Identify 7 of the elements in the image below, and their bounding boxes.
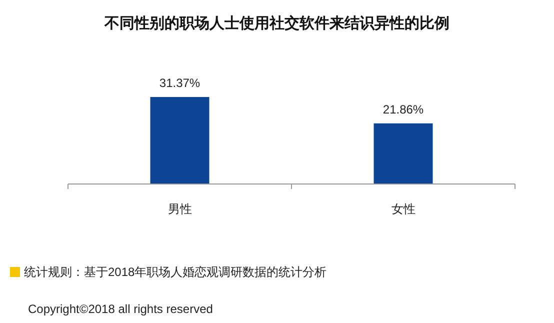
text: Copyright©2018 all rights reserved: [28, 302, 213, 316]
data-label: 31.37%: [159, 76, 200, 90]
chart-title: 不同性别的职场人士使用社交软件来结识异性的比例: [104, 14, 450, 32]
x-tick-label: 女性: [391, 202, 416, 216]
x-tick-label: 男性: [168, 202, 192, 216]
data-label: 21.86%: [382, 102, 424, 116]
text: 统计规则：基于2018年职场人婚恋观调研数据的统计分析: [24, 265, 327, 279]
